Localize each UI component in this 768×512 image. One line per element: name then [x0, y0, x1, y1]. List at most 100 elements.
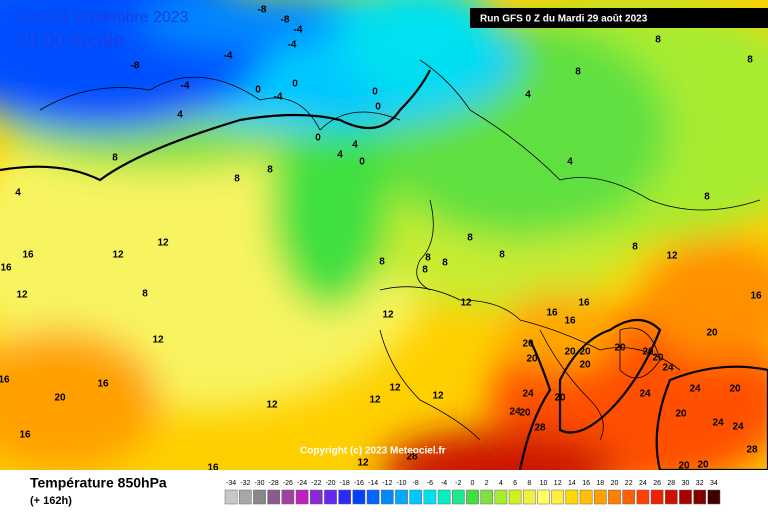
colorbar-swatch	[224, 489, 238, 505]
colorbar-tick-label: -28	[269, 480, 279, 487]
contour-label: 8	[655, 35, 661, 46]
colorbar-swatch	[423, 489, 437, 505]
colorbar-swatch	[707, 489, 721, 505]
contour-label: 20	[522, 339, 534, 350]
colorbar-swatch	[366, 489, 380, 505]
colorbar-tick-label: 8	[527, 480, 531, 487]
contour-label: 20	[564, 347, 576, 358]
zero-isotherms	[0, 69, 768, 470]
colorbar-swatch	[395, 489, 408, 505]
contour-label: 0	[255, 85, 261, 96]
colorbar-tick-label: 20	[611, 480, 619, 487]
colorbar-swatch	[238, 489, 252, 505]
colorbar-swatch	[409, 489, 423, 505]
contour-label: 16	[22, 250, 34, 261]
contour-label: 28	[534, 423, 546, 434]
contour-label: 24	[639, 389, 651, 400]
contour-label: 16	[564, 316, 576, 327]
colorbar-swatch	[253, 489, 266, 505]
contour-label: -4	[181, 81, 190, 92]
run-label: Run GFS 0 Z du Mardi 29 août 2023	[480, 14, 648, 25]
contour-label: 20	[614, 343, 626, 354]
time-label: 20:00 locale	[16, 30, 124, 52]
colorbar-swatch	[267, 489, 281, 505]
colorbar: -34 -32 -30 -28 -26 -24 -22 -20 -18 -16 -14 -12 -10-…	[224, 480, 721, 505]
contour-label: 16	[207, 463, 219, 474]
contour-label: 28	[406, 452, 418, 463]
colorbar-swatch	[380, 489, 394, 505]
contour-label: 4	[567, 157, 573, 168]
copyright: Copyright (c) 2023 Meteociel.fr	[300, 446, 446, 457]
contour-label: 16	[750, 291, 762, 302]
contour-label: 12	[266, 400, 278, 411]
contour-label: 8	[112, 153, 118, 164]
colorbar-tick-label: -12	[382, 480, 392, 487]
colorbar-swatch	[650, 489, 664, 505]
contour-label: 20	[675, 409, 687, 420]
colorbar-tick-label: -6	[427, 480, 433, 487]
contour-label: 12	[152, 335, 164, 346]
colorbar-swatch	[679, 489, 692, 505]
contour-label: 24	[522, 389, 534, 400]
contour-label: 8	[632, 242, 638, 253]
colorbar-tick-label: -30	[254, 480, 264, 487]
contour-label: 16	[0, 263, 12, 274]
contour-label: 28	[746, 445, 758, 456]
contour-label: 24	[509, 407, 521, 418]
contour-label: 12	[357, 458, 369, 469]
colorbar-tick-label: 12	[554, 480, 562, 487]
colorbar-tick-label: -26	[283, 480, 293, 487]
contour-label: 4	[177, 110, 183, 121]
colorbar-swatch	[451, 489, 465, 505]
contour-label: 20	[729, 384, 741, 395]
colorbar-swatch	[494, 489, 508, 505]
colorbar-swatch	[324, 489, 337, 505]
colorbar-swatch	[593, 489, 607, 505]
contour-label: 20	[579, 360, 591, 371]
colorbar-swatch	[551, 489, 565, 505]
colorbar-tick-label: 18	[596, 480, 604, 487]
contour-label: 16	[578, 298, 590, 309]
colorbar-tick-label: -2	[455, 480, 461, 487]
contour-label: 8	[422, 265, 428, 276]
colorbar-tick-label: -22	[311, 480, 321, 487]
contour-label: 24	[689, 384, 701, 395]
contour-label: 4	[525, 90, 531, 101]
contour-label: 4	[337, 150, 343, 161]
colorbar-swatch	[466, 489, 479, 505]
contour-label: -4	[224, 51, 233, 62]
contour-label: 24	[712, 418, 724, 429]
colorbar-tick-label: -32	[240, 480, 250, 487]
colorbar-tick-label: 24	[639, 480, 647, 487]
contour-label: 0	[359, 157, 365, 168]
colorbar-tick-label: 28	[667, 480, 675, 487]
contour-label: 20	[642, 347, 654, 358]
contour-label: 12	[382, 310, 394, 321]
contour-label: 0	[372, 87, 378, 98]
contour-label: 20	[526, 354, 538, 365]
contour-label: 4	[15, 188, 21, 199]
contour-label: -8	[258, 5, 267, 16]
colorbar-swatch	[281, 489, 295, 505]
colorbar-tick-label: 6	[513, 480, 517, 487]
contour-label: 20	[519, 408, 531, 419]
colorbar-tick-label: -20	[325, 480, 335, 487]
colorbar-swatch	[508, 489, 522, 505]
colorbar-tick-label: -18	[340, 480, 350, 487]
colorbar-swatch	[579, 489, 593, 505]
contour-label: 16	[546, 308, 558, 319]
colorbar-tick-label: -24	[297, 480, 307, 487]
contour-label: 8	[234, 174, 240, 185]
colorbar-swatch	[480, 489, 494, 505]
colorbar-swatch	[537, 489, 550, 505]
contour-label: 8	[467, 233, 473, 244]
colorbar-swatch	[636, 489, 650, 505]
coastlines	[39, 59, 761, 441]
colorbar-tick-label: 10	[540, 480, 548, 487]
contour-label: -8	[131, 61, 140, 72]
contour-label: 24	[732, 422, 744, 433]
contour-label: 16	[0, 375, 10, 386]
contour-label: 0	[292, 79, 298, 90]
colorbar-tick-label: -8	[413, 480, 419, 487]
